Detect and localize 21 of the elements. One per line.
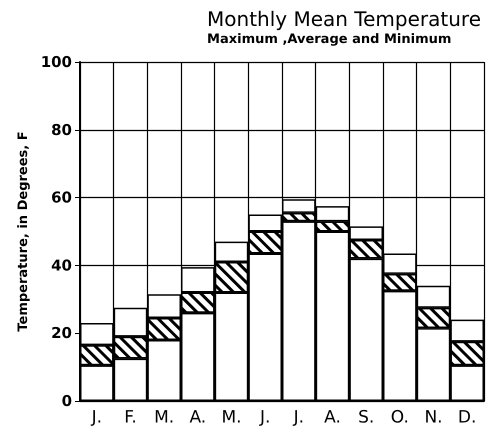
chart-title: Monthly Mean Temperature [207, 7, 482, 31]
x-tick-label: J. [292, 408, 304, 428]
x-tick-label: O. [390, 408, 409, 428]
x-tick-label: D. [458, 408, 476, 428]
x-tick-label: A. [324, 408, 341, 428]
x-tick-label: J. [90, 408, 102, 428]
x-tick-label: M. [154, 408, 174, 428]
y-tick-label: 40 [51, 256, 72, 274]
x-tick-label: M. [221, 408, 242, 428]
x-tick-label: F. [124, 408, 137, 428]
x-tick-label: J. [258, 408, 270, 428]
y-tick-label: 20 [51, 324, 72, 342]
x-tick-label: S. [358, 408, 374, 428]
y-tick-label: 0 [62, 392, 72, 410]
y-tick-label: 60 [51, 188, 72, 207]
chart-subtitle: Maximum ,Average and Minimum [207, 32, 452, 47]
x-tick-label: A. [189, 408, 206, 428]
y-axis-title: Temperature, in Degrees, F [16, 131, 31, 332]
y-tick-label: 100 [40, 53, 72, 71]
x-tick-label: N. [424, 408, 443, 428]
y-tick-label: 80 [51, 120, 72, 139]
